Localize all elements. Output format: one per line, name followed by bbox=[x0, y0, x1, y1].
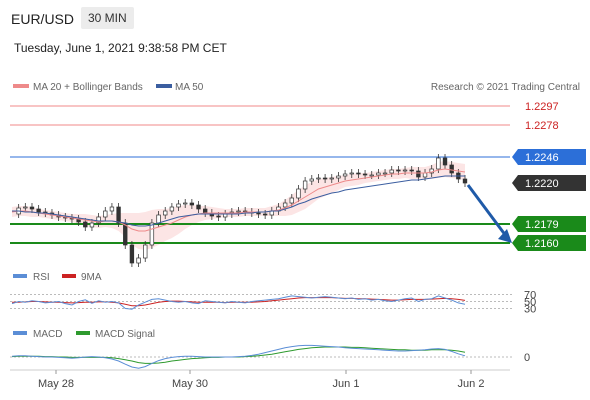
candle-body bbox=[376, 172, 381, 176]
candle-body bbox=[163, 210, 168, 216]
candle-body bbox=[23, 206, 28, 209]
legend-swatch-macd-signal bbox=[76, 331, 90, 335]
ma20-line bbox=[11, 168, 466, 232]
forecast-arrow-shaft bbox=[466, 184, 508, 237]
x-tick-label: Jun 2 bbox=[458, 378, 485, 390]
candle-body bbox=[29, 206, 35, 210]
rsi-level-label: 70 bbox=[524, 290, 536, 302]
macd-zero-label: 0 bbox=[524, 352, 530, 364]
level-label-1.2179: 1.2179 bbox=[525, 219, 559, 231]
candle-body bbox=[103, 210, 108, 218]
legend-swatch-rsi bbox=[13, 274, 27, 278]
candle-body bbox=[36, 208, 41, 213]
candle-body bbox=[422, 172, 428, 178]
macd-signal-line bbox=[11, 346, 466, 364]
candle-body bbox=[382, 172, 388, 175]
candle-body bbox=[83, 221, 88, 228]
timeframe-button[interactable]: 30 MIN bbox=[81, 7, 134, 29]
candle-body bbox=[322, 177, 328, 180]
candle-body bbox=[196, 204, 201, 210]
legend-rsi: RSI bbox=[33, 272, 50, 283]
candle-body bbox=[336, 175, 341, 179]
candle-body bbox=[356, 172, 361, 175]
candle-body bbox=[262, 213, 268, 216]
candle-body bbox=[396, 169, 401, 172]
candle-body bbox=[116, 206, 121, 224]
candle-body bbox=[96, 216, 101, 224]
candle-body bbox=[169, 206, 175, 212]
candle-body bbox=[349, 172, 354, 175]
chart-header: EUR/USD 30 MIN bbox=[0, 0, 590, 36]
candle-body bbox=[289, 197, 294, 204]
candle-body bbox=[236, 210, 241, 213]
rsi-level-label: 30 bbox=[524, 304, 536, 316]
level-label-1.2278: 1.2278 bbox=[525, 120, 559, 132]
candle-body bbox=[149, 222, 155, 246]
candle-body bbox=[296, 188, 301, 199]
ma50-line bbox=[12, 175, 465, 227]
rsi-line bbox=[11, 295, 466, 310]
level-label-1.2297: 1.2297 bbox=[525, 101, 559, 113]
candle-body bbox=[316, 177, 321, 180]
level-label-1.2246: 1.2246 bbox=[525, 152, 559, 164]
legend-swatch-macd bbox=[13, 331, 27, 335]
watermark: Research © 2021 Trading Central bbox=[431, 82, 580, 93]
candle-body bbox=[302, 180, 308, 190]
candle-body bbox=[369, 174, 374, 177]
candle-body bbox=[203, 208, 208, 214]
candle-body bbox=[143, 244, 148, 259]
candle-body bbox=[389, 169, 394, 174]
forecast-arrow-head bbox=[498, 229, 512, 243]
level-tag-1.2220 bbox=[512, 175, 586, 191]
legend-swatch-9ma bbox=[62, 274, 76, 278]
candle-body bbox=[329, 177, 334, 180]
candle-body bbox=[136, 257, 141, 264]
level-label-1.2160: 1.2160 bbox=[525, 238, 559, 250]
currency-pair: EUR/USD bbox=[11, 11, 75, 27]
candle-body bbox=[362, 173, 368, 176]
x-tick-label: May 30 bbox=[172, 378, 208, 390]
legend-ma20: MA 20 + Bollinger Bands bbox=[33, 82, 143, 93]
level-tag-1.2160 bbox=[512, 235, 586, 251]
level-tag-1.2246 bbox=[512, 149, 586, 165]
legend-macd-signal: MACD Signal bbox=[95, 329, 155, 340]
macd-line bbox=[11, 344, 466, 369]
candle-body bbox=[342, 173, 348, 177]
candle-body bbox=[176, 203, 181, 208]
candle-body bbox=[402, 169, 408, 172]
candle-body bbox=[109, 206, 115, 212]
candle-body bbox=[216, 215, 221, 218]
candle-body bbox=[442, 157, 448, 166]
timestamp: Tuesday, June 1, 2021 9:38:58 PM CET bbox=[14, 41, 227, 55]
candle-body bbox=[156, 214, 161, 224]
candle-body bbox=[449, 164, 454, 174]
legend-macd: MACD bbox=[33, 329, 62, 340]
legend-swatch-ma20 bbox=[13, 84, 29, 88]
price-pane: MA 20 + Bollinger Bands MA 50 Research ©… bbox=[10, 82, 586, 267]
legend-swatch-ma50 bbox=[156, 84, 172, 88]
candle-body bbox=[436, 157, 441, 170]
candle-body bbox=[409, 169, 414, 172]
legend-9ma: 9MA bbox=[81, 272, 102, 283]
candle-body bbox=[462, 178, 468, 184]
level-tag-1.2179 bbox=[512, 216, 586, 232]
candle-body bbox=[89, 222, 95, 228]
macd-pane: MACD MACD Signal 0 bbox=[10, 329, 530, 369]
level-label-1.2220: 1.2220 bbox=[525, 178, 559, 190]
candle-body bbox=[256, 212, 261, 215]
candle-body bbox=[309, 178, 314, 182]
legend-ma50: MA 50 bbox=[175, 82, 204, 93]
candle-body bbox=[189, 202, 195, 206]
candle-body bbox=[183, 202, 188, 205]
candle-body bbox=[129, 244, 135, 264]
rsi-level-label: 50 bbox=[524, 297, 536, 309]
candle-body bbox=[416, 170, 421, 178]
candle-body bbox=[282, 202, 288, 208]
x-tick-label: May 28 bbox=[38, 378, 74, 390]
x-tick-label: Jun 1 bbox=[333, 378, 360, 390]
